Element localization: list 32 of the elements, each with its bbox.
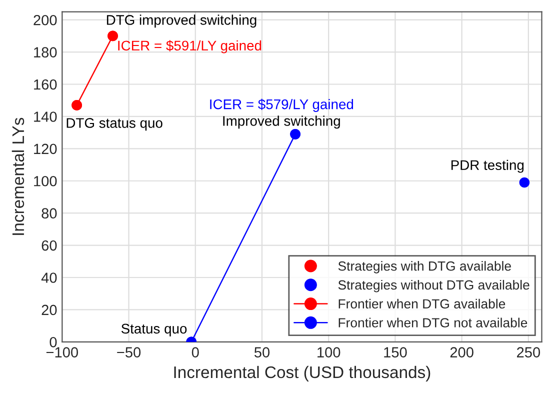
annotation: ICER = $579/LY gained: [210, 98, 354, 112]
y-tick-label: 140: [34, 112, 57, 122]
annotation: PDR testing: [451, 160, 524, 173]
annotation: ICER = $591/LY gained: [118, 40, 262, 54]
y-tick-label: 180: [34, 47, 57, 58]
x-tick-label: 50: [254, 347, 270, 358]
annotation: Status quo: [121, 324, 187, 336]
y-tick-label: 120: [34, 144, 57, 154]
y-tick-label: 60: [42, 240, 57, 251]
annotation: Improved switching: [223, 116, 340, 129]
x-tick-label: 250: [516, 347, 540, 358]
annotation: DTG status quo: [66, 118, 162, 131]
x-tick-label: 200: [450, 347, 474, 358]
x-tick-label: −50: [117, 347, 141, 358]
y-tick-label: 160: [34, 79, 57, 90]
x-tick-label: 150: [384, 347, 407, 358]
x-tick-label: 100: [318, 347, 340, 358]
legend-label: Frontier when DTG not available: [338, 318, 528, 328]
legend-label: Frontier when DTG available: [338, 298, 506, 309]
x-axis-title: Incremental Cost (USD thousands): [174, 366, 430, 382]
y-tick-label: 200: [34, 14, 57, 26]
legend-label: Strategies without DTG available: [338, 280, 530, 292]
annotation: DTG improved switching: [106, 14, 256, 28]
y-tick-label: 0: [50, 337, 57, 348]
legend-label: Strategies with DTG available: [338, 261, 511, 274]
y-tick-label: 20: [42, 304, 57, 316]
y-tick-label: 40: [41, 272, 57, 283]
y-axis-title: Incremental LYs: [12, 118, 24, 235]
x-tick-label: −100: [46, 347, 78, 358]
y-tick-label: 100: [34, 176, 57, 186]
y-tick-label: 80: [42, 208, 57, 219]
x-tick-label: 0: [192, 347, 199, 358]
